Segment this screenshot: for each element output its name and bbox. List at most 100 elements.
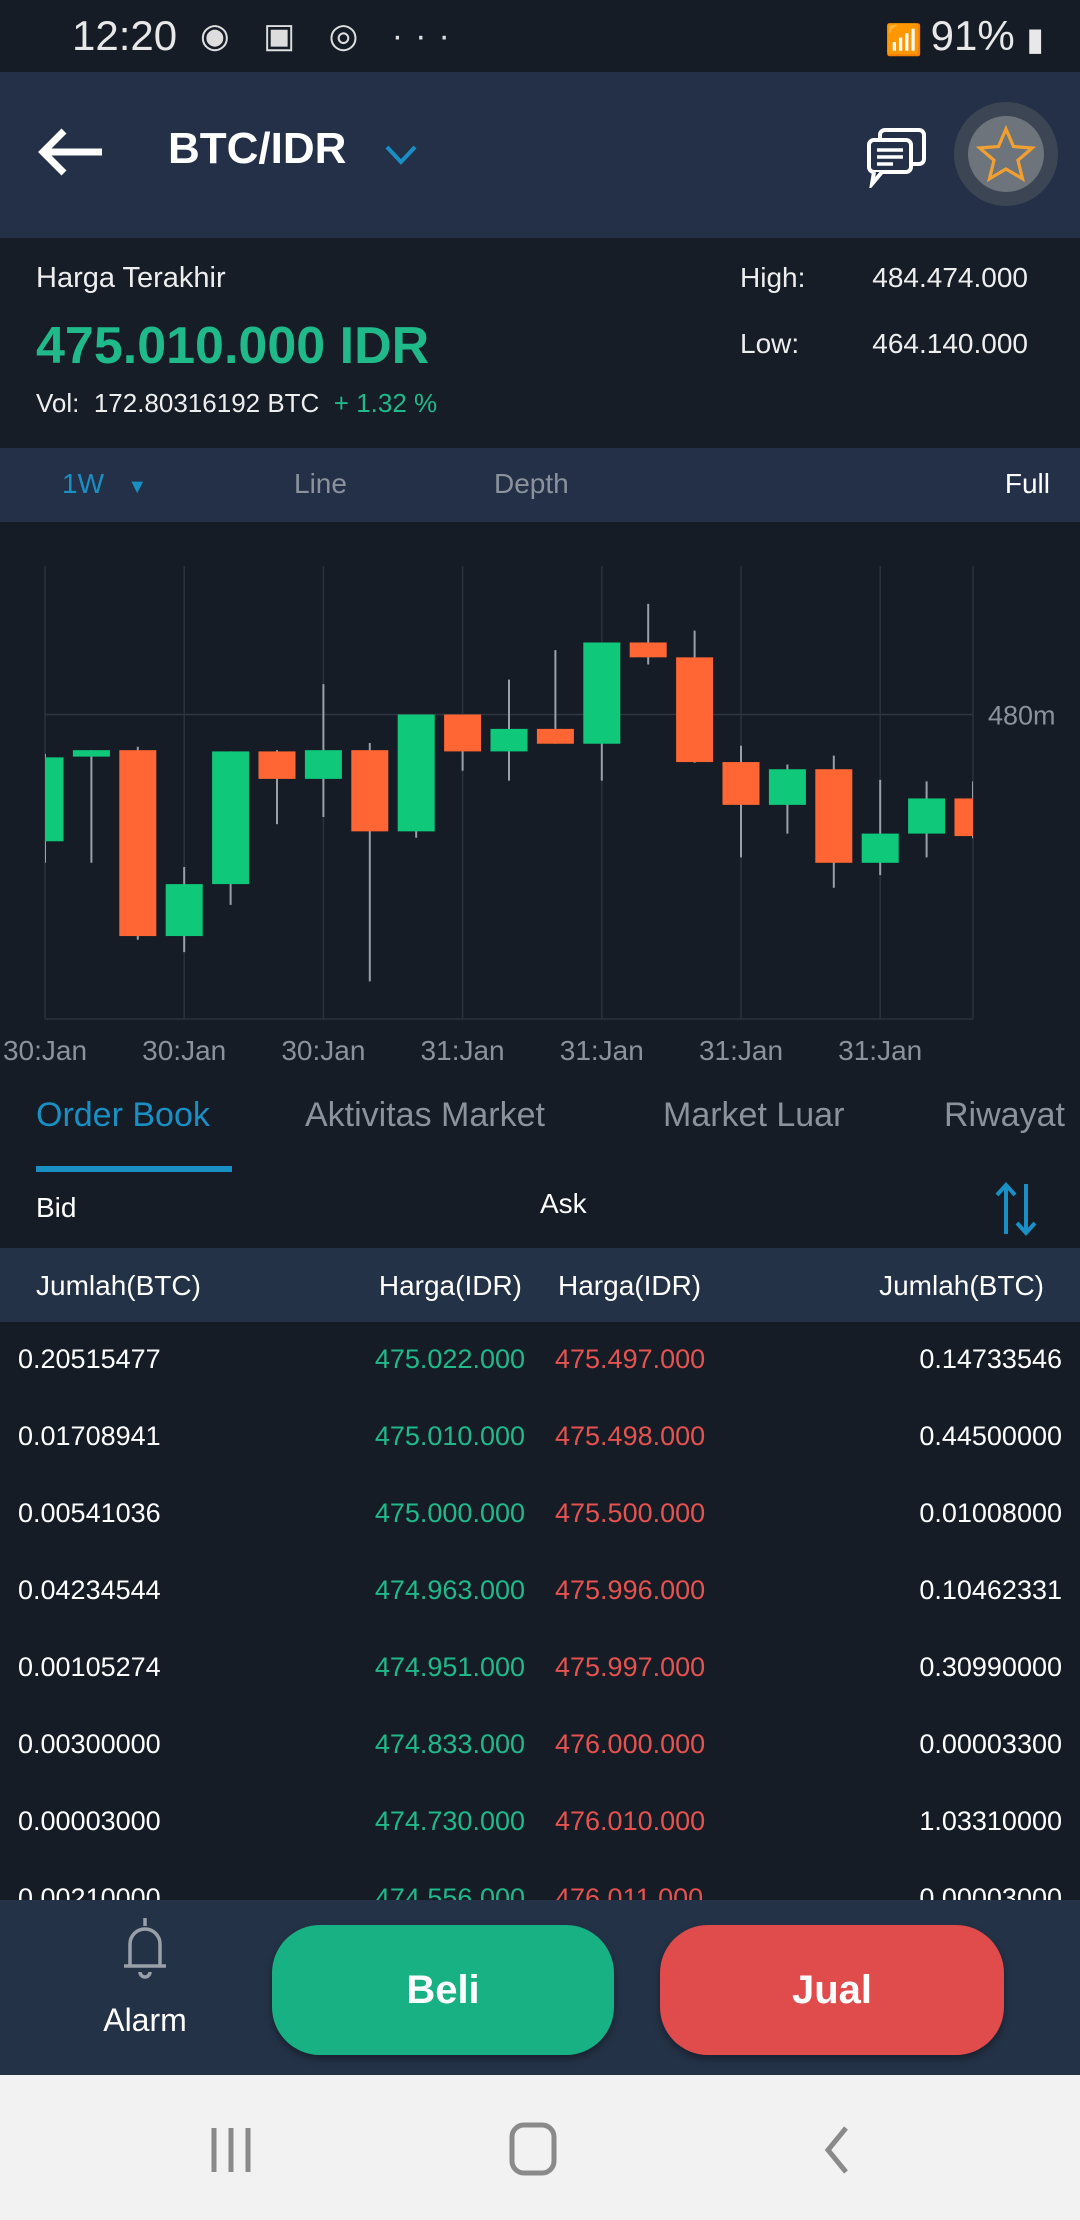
status-right: 📶 91% ▮ [885, 12, 1044, 60]
active-tab-indicator [36, 1166, 232, 1172]
bid-price: 475.022.000 [374, 1344, 525, 1374]
x-tick-label: 31:Jan [838, 1035, 922, 1066]
ask-price: 475.498.000 [555, 1421, 706, 1451]
bid-amount: 0.00300000 [18, 1729, 161, 1759]
bell-icon [124, 1918, 166, 1979]
volume: Vol: 172.80316192 BTC + 1.32 % [36, 388, 437, 419]
candle-body [397, 714, 435, 832]
order-book-row[interactable]: 0.04234544 474.963.000 475.996.000 0.104623… [0, 1553, 1080, 1630]
pair-title[interactable]: BTC/IDR [168, 124, 347, 173]
high-label: High: [740, 262, 806, 293]
candle-body [304, 750, 342, 779]
low-label: Low: [740, 328, 800, 359]
interval-select[interactable]: 1W ▼ [62, 468, 147, 500]
col-bid-amount: Jumlah(BTC) [36, 1270, 201, 1301]
top-app-bar: BTC/IDR [0, 72, 1080, 238]
candle-body [629, 642, 667, 658]
tab-market-luar[interactable]: Market Luar [663, 1096, 845, 1134]
candle-body [444, 714, 482, 752]
candle-body [490, 728, 528, 752]
status-time: 12:20 [72, 12, 178, 59]
bid-amount: 0.20515477 [18, 1344, 161, 1374]
tab-aktivitas-market[interactable]: Aktivitas Market [305, 1096, 545, 1134]
order-book-row[interactable]: 0.01708941 475.010.000 475.498.000 0.445000… [0, 1399, 1080, 1476]
order-book-row[interactable]: 0.00105274 474.951.000 475.997.000 0.309900… [0, 1630, 1080, 1707]
chevron-down-icon[interactable] [384, 144, 418, 166]
home-icon[interactable] [508, 2121, 558, 2177]
favorite-button[interactable] [954, 102, 1058, 206]
line-chart-tab[interactable]: Line [294, 468, 347, 499]
candle-body [119, 750, 157, 937]
bid-amount: 0.04234544 [18, 1575, 161, 1605]
ask-amount: 0.01008000 [919, 1498, 1062, 1528]
candle-body [861, 833, 899, 863]
change-percent: + 1.32 % [333, 388, 438, 418]
ask-amount: 1.03310000 [919, 1806, 1062, 1836]
x-tick-label: 31:Jan [421, 1035, 505, 1066]
order-book-header: Jumlah(BTC) Harga(IDR) Harga(IDR) Jumlah… [0, 1248, 1080, 1322]
buy-button[interactable]: Beli [272, 1925, 614, 2055]
more-notifications: ··· [391, 17, 462, 55]
bid-amount: 0.01708941 [18, 1421, 161, 1451]
x-tick-label: 30:Jan [3, 1035, 87, 1066]
candle-body [45, 757, 64, 842]
tab-order-book[interactable]: Order Book [36, 1096, 210, 1134]
bid-price: 474.963.000 [374, 1575, 525, 1605]
back-arrow-icon[interactable] [38, 127, 104, 177]
candle-body [768, 769, 806, 805]
bid-price: 474.833.000 [374, 1729, 525, 1759]
bid-price: 475.010.000 [374, 1421, 525, 1451]
depth-chart-tab[interactable]: Depth [494, 468, 569, 499]
candle-body [351, 750, 389, 832]
candlestick-chart[interactable]: 480m 30:Jan 30:Jan 30:Jan 31:Jan 31:Jan 31:Jan… [0, 522, 1080, 1080]
swap-icon[interactable] [992, 1180, 1040, 1238]
notification-icons: ◉ ▣ ◎ ··· [200, 17, 462, 55]
volume-label: Vol: [36, 388, 80, 418]
ask-amount: 0.10462331 [919, 1575, 1062, 1605]
chat-icon[interactable] [866, 126, 928, 188]
order-book-row[interactable]: 0.00541036 475.000.000 475.500.000 0.010080… [0, 1476, 1080, 1553]
system-back-icon[interactable] [820, 2125, 854, 2175]
candles [45, 603, 973, 982]
ask-amount: 0.44500000 [919, 1421, 1062, 1451]
chart-svg: 480m 30:Jan 30:Jan 30:Jan 31:Jan 31:Jan 31:Jan… [3, 566, 1056, 1066]
ask-amount: 0.00003300 [919, 1729, 1062, 1759]
candle-body [954, 798, 973, 837]
order-book-row[interactable]: 0.00003000 474.730.000 476.010.000 1.033100… [0, 1784, 1080, 1861]
x-tick-label: 30:Jan [142, 1035, 226, 1066]
full-screen-button[interactable]: Full [1004, 468, 1050, 499]
order-book-row[interactable]: 0.20515477 475.022.000 475.497.000 0.147335… [0, 1322, 1080, 1399]
ask-price: 475.996.000 [555, 1575, 706, 1605]
bid-price: 474.951.000 [374, 1652, 525, 1682]
ask-label: Ask [540, 1188, 587, 1219]
ask-price: 475.997.000 [555, 1652, 706, 1682]
x-tick-label: 31:Jan [699, 1035, 783, 1066]
dropdown-triangle-icon: ▼ [127, 476, 148, 498]
candle-body [908, 798, 946, 834]
tab-riwayat[interactable]: Riwayat [944, 1096, 1065, 1134]
alarm-label: Alarm [103, 2002, 187, 2038]
ask-amount: 0.14733546 [919, 1344, 1062, 1374]
order-book-row[interactable]: 0.00300000 474.833.000 476.000.000 0.000033… [0, 1707, 1080, 1784]
candle-body [72, 750, 110, 757]
col-ask-price: Harga(IDR) [558, 1270, 702, 1301]
price-summary: Harga Terakhir 475.010.000 IDR Vol: 172.… [0, 238, 1080, 448]
y-tick-label: 480m [988, 701, 1056, 731]
ask-price: 476.010.000 [555, 1806, 706, 1836]
candle-body [676, 657, 714, 763]
ask-price: 475.497.000 [555, 1344, 706, 1374]
interval-value: 1W [62, 468, 104, 499]
candle-body [258, 751, 296, 779]
battery-percent: 91% [930, 12, 1015, 59]
volume-value: 172.80316192 BTC [93, 388, 320, 418]
sell-button[interactable]: Jual [660, 1925, 1004, 2055]
bid-price: 474.730.000 [374, 1806, 525, 1836]
bid-label: Bid [36, 1192, 77, 1223]
ask-amount: 0.30990000 [919, 1652, 1062, 1682]
bid-amount: 0.00003000 [18, 1806, 161, 1836]
bid-amount: 0.00541036 [18, 1498, 161, 1528]
recent-apps-icon[interactable] [206, 2125, 256, 2175]
alarm-button[interactable]: Alarm [80, 1914, 210, 2054]
candle-body [815, 769, 853, 863]
candle-body [165, 884, 203, 937]
